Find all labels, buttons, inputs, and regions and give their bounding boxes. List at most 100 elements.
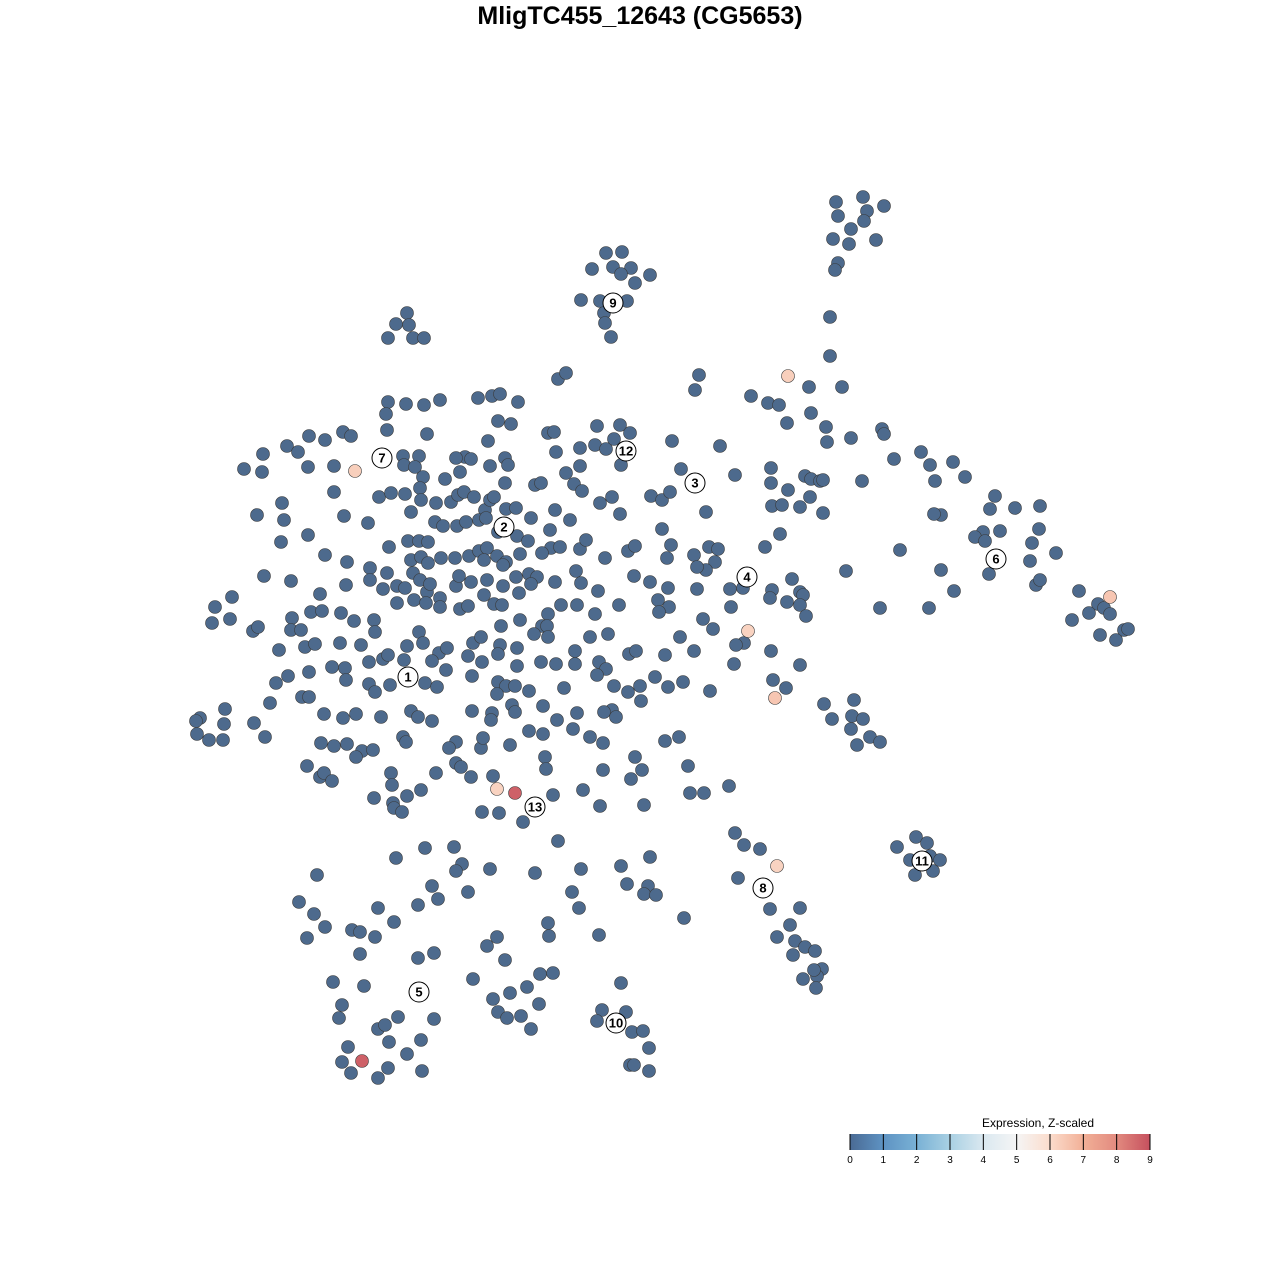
data-point	[522, 724, 536, 738]
data-point	[357, 979, 371, 993]
cluster-label-badge	[524, 796, 546, 818]
data-point	[415, 1064, 429, 1078]
data-point	[477, 588, 491, 602]
data-point	[355, 1054, 369, 1068]
data-point	[588, 607, 602, 621]
data-point	[387, 915, 401, 929]
data-point	[400, 639, 414, 653]
data-point	[633, 679, 647, 693]
data-point	[770, 930, 784, 944]
data-point	[434, 551, 448, 565]
data-point	[272, 643, 286, 657]
cluster-label-text: 10	[609, 1016, 623, 1031]
cluster-label-2: 2	[493, 516, 515, 538]
data-point	[449, 864, 463, 878]
cluster-label-8: 8	[752, 877, 774, 899]
data-point	[438, 472, 452, 486]
data-point	[781, 369, 795, 383]
data-point	[520, 980, 534, 994]
data-point	[604, 330, 618, 344]
data-point	[510, 659, 524, 673]
data-point	[780, 595, 794, 609]
data-point	[483, 459, 497, 473]
data-point	[856, 190, 870, 204]
data-point	[313, 587, 327, 601]
data-point	[550, 713, 564, 727]
data-point	[281, 669, 295, 683]
data-point	[449, 451, 463, 465]
cluster-label-text: 2	[500, 520, 507, 535]
data-point	[258, 730, 272, 744]
data-point	[327, 459, 341, 473]
data-point	[476, 731, 490, 745]
data-point	[1008, 501, 1022, 515]
data-point	[381, 1061, 395, 1075]
data-point	[593, 496, 607, 510]
cluster-label-badge	[615, 440, 637, 462]
cluster-label-13: 13	[524, 796, 546, 818]
data-point	[803, 490, 817, 504]
data-point	[381, 648, 395, 662]
data-point	[614, 859, 628, 873]
data-point	[557, 681, 571, 695]
data-point	[404, 505, 418, 519]
data-point	[563, 513, 577, 527]
data-point	[354, 638, 368, 652]
data-point	[467, 490, 481, 504]
data-point	[349, 750, 363, 764]
data-point	[524, 1022, 538, 1036]
data-point	[958, 470, 972, 484]
cluster-label-text: 4	[743, 570, 751, 585]
data-point	[302, 665, 316, 679]
data-point	[823, 349, 837, 363]
data-point	[909, 830, 923, 844]
data-point	[459, 515, 473, 529]
legend-title: Expression, Z-scaled	[982, 1116, 1094, 1130]
data-point	[302, 429, 316, 443]
data-point	[816, 506, 830, 520]
data-point	[429, 766, 443, 780]
data-point	[486, 992, 500, 1006]
data-point	[398, 487, 412, 501]
data-point	[683, 786, 697, 800]
data-point	[773, 527, 787, 541]
data-point	[247, 716, 261, 730]
data-point	[763, 591, 777, 605]
data-point	[484, 713, 498, 727]
data-point	[318, 433, 332, 447]
data-point	[464, 452, 478, 466]
data-point	[318, 920, 332, 934]
data-point	[914, 445, 928, 459]
data-point	[855, 474, 869, 488]
data-point	[310, 868, 324, 882]
data-point	[285, 611, 299, 625]
data-point	[793, 901, 807, 915]
data-point	[436, 519, 450, 533]
legend-tick-label: 2	[914, 1155, 920, 1166]
data-point	[300, 931, 314, 945]
data-point	[534, 476, 548, 490]
data-point	[417, 331, 431, 345]
data-point	[614, 267, 628, 281]
cluster-label-text: 7	[378, 451, 385, 466]
data-point	[583, 630, 597, 644]
data-point	[383, 678, 397, 692]
data-point	[708, 555, 722, 569]
data-point	[599, 246, 613, 260]
data-point	[399, 397, 413, 411]
cluster-label-badge	[985, 548, 1007, 570]
data-point	[510, 641, 524, 655]
data-point	[575, 484, 589, 498]
data-point	[643, 268, 657, 282]
data-point	[536, 699, 550, 713]
data-point	[1072, 584, 1086, 598]
legend-tick-label: 3	[947, 1155, 953, 1166]
data-point	[439, 663, 453, 677]
cluster-label-1: 1	[397, 666, 419, 688]
data-point	[688, 383, 702, 397]
data-point	[477, 553, 491, 567]
data-point	[513, 613, 527, 627]
data-point	[697, 786, 711, 800]
data-point	[539, 762, 553, 776]
data-point	[780, 416, 794, 430]
